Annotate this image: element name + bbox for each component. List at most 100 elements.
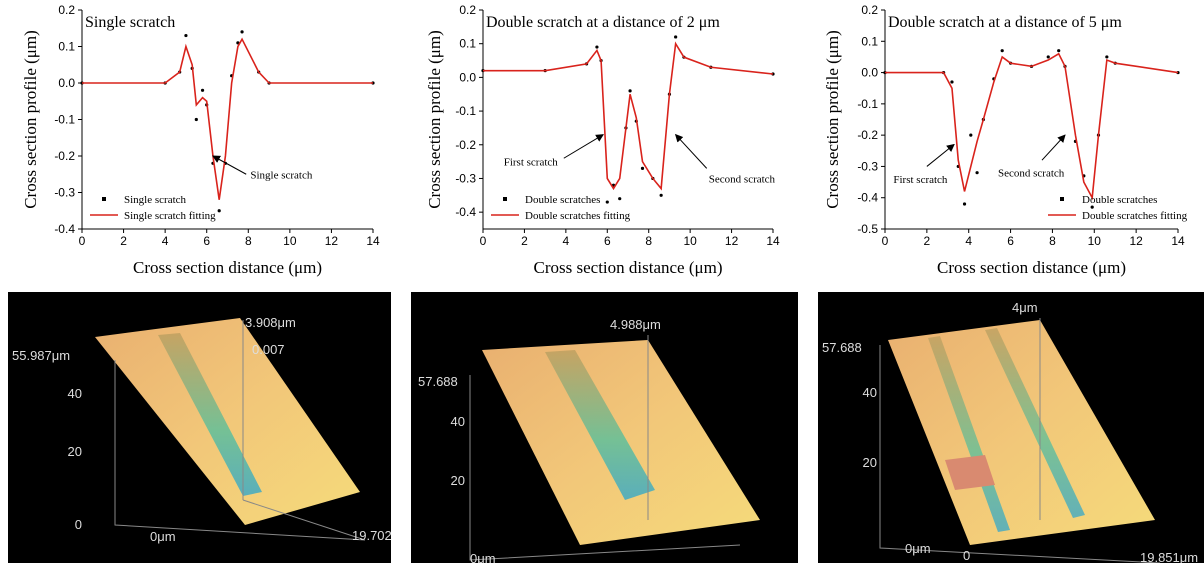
data-point bbox=[1046, 55, 1050, 59]
legend-label: Double scratches bbox=[525, 194, 600, 206]
annotation: First scratch bbox=[893, 174, 948, 186]
data-point bbox=[618, 197, 622, 201]
surface-label: 4.988μm bbox=[610, 317, 661, 332]
data-line bbox=[885, 52, 1179, 201]
y-axis-label: Cross section profile (μm) bbox=[21, 30, 40, 209]
legend-marker bbox=[102, 197, 106, 201]
x-tick-label: 8 bbox=[245, 234, 252, 248]
surface-label: 55.987μm bbox=[12, 348, 70, 363]
x-tick-label: 8 bbox=[1049, 234, 1056, 248]
data-point bbox=[605, 200, 609, 204]
x-tick-label: 4 bbox=[563, 234, 570, 248]
chart-title: Double scratch at a distance of 2 μm bbox=[486, 14, 720, 31]
x-axis-label: Cross section distance (μm) bbox=[534, 258, 723, 277]
annotation: Second scratch bbox=[998, 168, 1065, 180]
data-point bbox=[1105, 55, 1109, 59]
x-tick-label: 10 bbox=[683, 234, 697, 248]
surface-label: 57.688 bbox=[822, 340, 862, 355]
surface-label: 40 bbox=[68, 386, 82, 401]
data-point bbox=[628, 89, 632, 93]
legend-marker bbox=[503, 197, 507, 201]
data-point bbox=[674, 35, 678, 39]
surface-label: 20 bbox=[68, 444, 82, 459]
surface-label: 20 bbox=[451, 473, 465, 488]
y-tick-label: 0.1 bbox=[459, 37, 476, 51]
x-tick-label: 6 bbox=[203, 234, 210, 248]
y-tick-label: -0.4 bbox=[54, 222, 75, 236]
y-tick-label: 0.2 bbox=[459, 3, 476, 17]
y-tick-label: 0.0 bbox=[861, 66, 878, 80]
x-tick-label: 0 bbox=[882, 234, 889, 248]
data-point bbox=[969, 133, 973, 137]
legend-label: Double scratches bbox=[1082, 194, 1157, 206]
legend-label: Single scratch fitting bbox=[124, 210, 216, 222]
legend-label: Double scratches fitting bbox=[525, 210, 631, 222]
surface-label: 40 bbox=[451, 414, 465, 429]
y-tick-label: 0.1 bbox=[58, 40, 75, 54]
surface-label: 20 bbox=[863, 455, 877, 470]
annotation: Second scratch bbox=[709, 173, 776, 185]
data-point bbox=[595, 45, 599, 49]
surface-label: 0μm bbox=[905, 541, 931, 556]
surface-panel bbox=[411, 292, 798, 563]
x-tick-label: 10 bbox=[283, 234, 297, 248]
data-point bbox=[194, 117, 198, 122]
y-axis-label: Cross section profile (μm) bbox=[425, 30, 444, 209]
x-tick-label: 2 bbox=[120, 234, 127, 248]
surface-label: 0μm bbox=[470, 551, 496, 563]
x-tick-label: 14 bbox=[366, 234, 380, 248]
surface-panel bbox=[818, 292, 1204, 563]
y-tick-label: 0.0 bbox=[459, 70, 476, 84]
surface-label: 4μm bbox=[1012, 300, 1038, 315]
data-point bbox=[640, 166, 645, 170]
x-axis-label: Cross section distance (μm) bbox=[133, 258, 322, 277]
chart-title: Double scratch at a distance of 5 μm bbox=[888, 14, 1122, 31]
surface-label: 0 bbox=[75, 517, 82, 532]
x-tick-label: 2 bbox=[924, 234, 931, 248]
annotation-arrow bbox=[674, 133, 708, 169]
surface-label: 19.702 bbox=[352, 528, 392, 543]
surface-label: 0 bbox=[963, 548, 970, 563]
data-point bbox=[659, 193, 663, 197]
data-line bbox=[82, 37, 373, 200]
y-tick-label: -0.3 bbox=[455, 171, 476, 185]
y-tick-label: -0.2 bbox=[857, 128, 878, 142]
x-tick-label: 10 bbox=[1088, 234, 1102, 248]
data-point bbox=[962, 202, 967, 206]
data-point bbox=[200, 88, 205, 92]
chart-title: Single scratch bbox=[85, 14, 175, 31]
annotation-arrow bbox=[1041, 134, 1066, 161]
legend-label: Single scratch bbox=[124, 194, 187, 206]
y-tick-label: -0.1 bbox=[857, 97, 878, 111]
y-tick-label: -0.5 bbox=[857, 222, 878, 236]
y-tick-label: -0.2 bbox=[54, 149, 75, 163]
annotation-arrow bbox=[926, 143, 955, 167]
x-tick-label: 12 bbox=[1129, 234, 1143, 248]
y-tick-label: -0.2 bbox=[455, 138, 476, 152]
x-tick-label: 2 bbox=[521, 234, 528, 248]
surface-label: 57.688 bbox=[418, 374, 458, 389]
surface-label: 40 bbox=[863, 385, 877, 400]
surface-label: 19.851μm bbox=[1140, 550, 1198, 563]
data-point bbox=[950, 80, 954, 84]
data-point bbox=[1057, 49, 1061, 53]
data-point bbox=[1090, 205, 1094, 209]
x-tick-label: 6 bbox=[1007, 234, 1014, 248]
annotation-arrow bbox=[212, 155, 247, 175]
y-tick-label: -0.1 bbox=[54, 113, 75, 127]
x-tick-label: 8 bbox=[645, 234, 652, 248]
surface-label: 3.908μm bbox=[245, 315, 296, 330]
x-tick-label: 6 bbox=[604, 234, 611, 248]
x-tick-label: 0 bbox=[480, 234, 487, 248]
legend-marker bbox=[1060, 197, 1064, 201]
x-tick-label: 14 bbox=[1171, 234, 1185, 248]
annotation: Single scratch bbox=[250, 169, 313, 181]
x-tick-label: 0 bbox=[79, 234, 86, 248]
data-point bbox=[217, 209, 221, 213]
y-tick-label: 0.0 bbox=[58, 76, 75, 90]
y-axis-label: Cross section profile (μm) bbox=[823, 30, 842, 209]
x-tick-label: 12 bbox=[325, 234, 339, 248]
legend-label: Double scratches fitting bbox=[1082, 210, 1188, 222]
annotation: First scratch bbox=[504, 157, 559, 169]
